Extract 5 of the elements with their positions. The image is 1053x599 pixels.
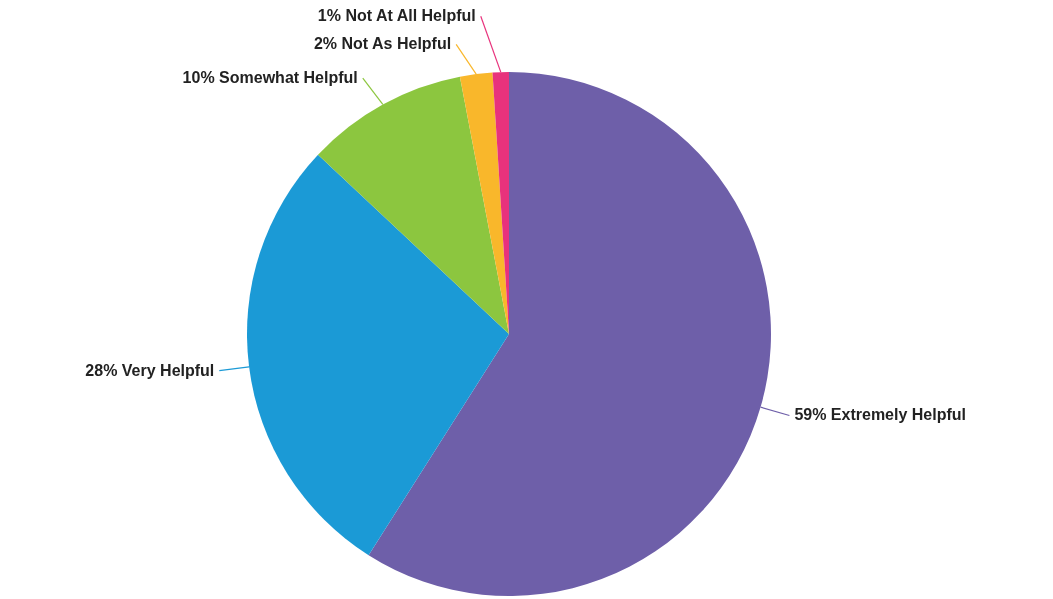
slice-label: 28% Very Helpful	[85, 361, 215, 379]
slice-label: 59% Extremely Helpful	[794, 406, 967, 424]
slice-label: 10% Somewhat Helpful	[182, 69, 358, 87]
slice-label: 1% Not At All Helpful	[317, 7, 476, 25]
slice-label: 2% Not As Helpful	[313, 35, 452, 53]
